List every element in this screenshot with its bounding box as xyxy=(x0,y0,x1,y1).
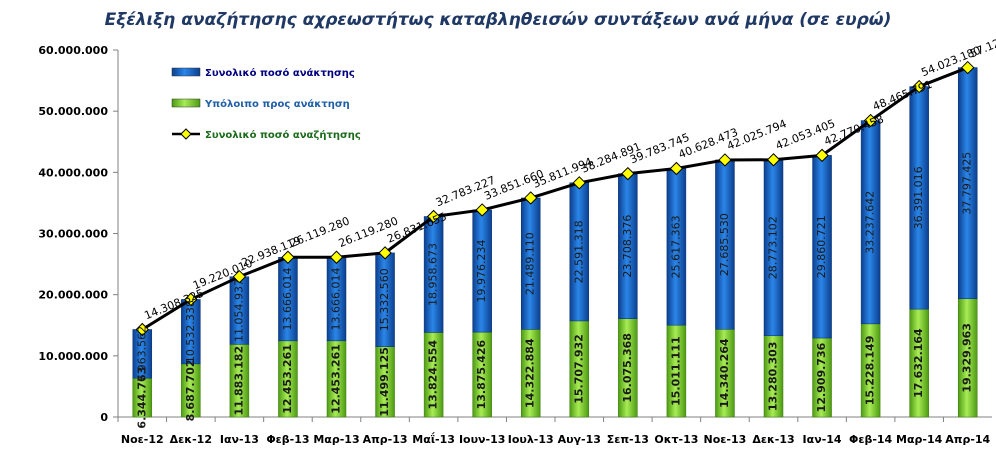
label-recovered: 27.685.530 xyxy=(718,213,731,276)
label-remaining: 13.280.303 xyxy=(767,342,780,412)
y-tick-label: 20.000.000 xyxy=(38,289,108,302)
axes: 0 10.000.000 20.000.000 30.000.000 40.000.00… xyxy=(38,44,992,446)
label-recovered: 11.054.937 xyxy=(232,279,245,342)
total-marker xyxy=(766,153,781,167)
label-recovered: 13.666.014 xyxy=(330,268,343,331)
label-recovered: 7.963.562 xyxy=(135,326,148,382)
legend: Συνολικό ποσό ανάκτησης Υπόλοιπο προς ανά… xyxy=(171,67,361,141)
x-tick-label: Απρ-13 xyxy=(363,433,408,446)
label-recovered: 19.976.234 xyxy=(475,240,488,303)
total-marker xyxy=(281,250,295,264)
label-recovered: 33.237.642 xyxy=(864,191,877,254)
label-remaining: 8.687.702 xyxy=(184,359,197,421)
label-remaining: 16.075.368 xyxy=(621,333,634,403)
label-total: 57.127.388 xyxy=(968,25,996,61)
x-tick-label: Ιαν-14 xyxy=(803,433,842,446)
x-tick-label: Νοε-12 xyxy=(121,433,164,446)
chart-title: Εξέλιξη αναζήτησης αχρεωστήτως καταβληθε… xyxy=(104,10,892,30)
x-tick-label: Μαρ-13 xyxy=(313,433,359,446)
y-tick-label: 0 xyxy=(100,411,108,424)
label-remaining: 15.011.111 xyxy=(669,336,682,406)
total-marker xyxy=(572,176,586,190)
label-remaining: 6.344.763 xyxy=(135,367,148,429)
label-recovered: 13.666.014 xyxy=(281,268,294,331)
x-tick-label: Δεκ-12 xyxy=(170,433,212,446)
legend-label: Συνολικό ποσό ανάκτησης xyxy=(205,67,355,79)
label-remaining: 15.707.932 xyxy=(572,334,585,404)
total-marker xyxy=(184,292,198,307)
label-recovered: 21.489.110 xyxy=(524,232,537,295)
total-marker xyxy=(961,60,975,75)
x-tick-label: Δεκ-13 xyxy=(752,433,794,446)
total-marker xyxy=(378,246,392,260)
label-remaining: 13.875.426 xyxy=(475,339,488,409)
x-tick-label: Οκτ-13 xyxy=(654,433,698,446)
label-recovered: 15.332.560 xyxy=(378,268,391,331)
total-marker xyxy=(863,113,878,128)
y-tick-label: 40.000.000 xyxy=(38,166,108,179)
label-remaining: 17.632.164 xyxy=(912,328,925,398)
label-remaining: 19.329.963 xyxy=(961,323,974,393)
label-recovered: 29.860.721 xyxy=(815,215,828,278)
total-marker xyxy=(669,161,684,176)
legend-label: Υπόλοιπο προς ανάκτηση xyxy=(204,98,350,110)
label-remaining: 11.499.125 xyxy=(378,347,391,417)
label-recovered: 10.532.338 xyxy=(184,300,197,363)
legend-label: Συνολικό ποσό αναζήτησης xyxy=(205,129,361,141)
label-remaining: 12.453.261 xyxy=(281,344,294,414)
y-tick-label: 60.000.000 xyxy=(38,44,108,57)
total-marker xyxy=(475,203,489,217)
x-tick-label: Ιουλ-13 xyxy=(508,433,554,446)
label-recovered: 28.773.102 xyxy=(767,216,780,279)
label-recovered: 22.591.318 xyxy=(572,220,585,283)
label-remaining: 11.883.182 xyxy=(232,346,245,416)
label-remaining: 14.322.884 xyxy=(524,338,537,408)
total-marker xyxy=(621,166,635,181)
total-line-group xyxy=(135,60,975,337)
label-remaining: 15.228.149 xyxy=(864,336,877,406)
legend-swatch xyxy=(171,98,201,108)
y-tick-label: 30.000.000 xyxy=(38,228,108,241)
label-remaining: 14.340.264 xyxy=(718,338,731,408)
x-tick-label: Φεβ-14 xyxy=(849,433,893,446)
total-marker xyxy=(718,153,732,167)
label-recovered: 37.797.425 xyxy=(961,152,974,215)
label-remaining: 13.824.554 xyxy=(427,340,440,410)
y-tick-label: 10.000.000 xyxy=(38,350,108,363)
legend-marker xyxy=(180,128,192,140)
y-tick-label: 50.000.000 xyxy=(38,105,108,118)
label-recovered: 18.958.673 xyxy=(427,243,440,306)
total-marker xyxy=(329,250,344,264)
x-tick-label: Φεβ-13 xyxy=(266,433,309,446)
label-recovered: 23.708.376 xyxy=(621,215,634,278)
total-line xyxy=(141,66,969,331)
label-recovered: 25.617.363 xyxy=(669,215,682,278)
x-tick-label: Ιαν-13 xyxy=(220,433,259,446)
x-tick-label: Μαρ-14 xyxy=(896,433,943,446)
label-remaining: 12.909.736 xyxy=(815,342,828,412)
total-marker xyxy=(815,148,829,163)
x-tick-label: Απρ-14 xyxy=(945,433,990,446)
x-tick-label: Σεπ-13 xyxy=(607,433,649,446)
x-tick-label: Μαΐ-13 xyxy=(412,432,455,446)
total-marker xyxy=(135,322,149,337)
total-marker xyxy=(232,269,247,284)
legend-swatch xyxy=(171,67,201,77)
total-marker xyxy=(912,79,926,94)
x-tick-label: Ιουν-13 xyxy=(459,433,505,446)
label-recovered: 36.391.016 xyxy=(912,166,925,229)
label-remaining: 12.453.261 xyxy=(330,344,343,414)
bars-group xyxy=(132,67,978,418)
x-tick-label: Νοε-13 xyxy=(704,433,747,446)
total-marker xyxy=(426,209,441,224)
x-tick-label: Αυγ-13 xyxy=(558,433,601,446)
total-marker xyxy=(524,191,538,205)
